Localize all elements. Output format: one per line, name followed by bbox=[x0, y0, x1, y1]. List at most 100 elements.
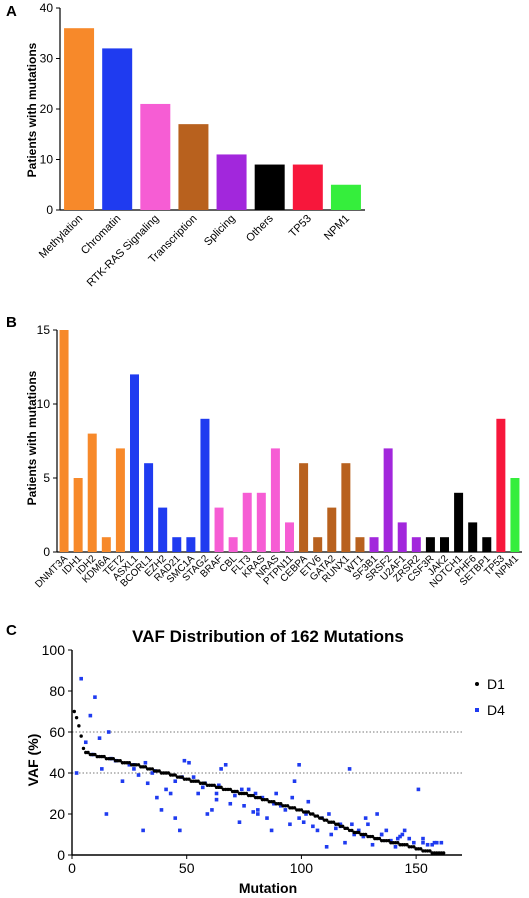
panel-c-d4-point bbox=[432, 840, 437, 845]
panel-c-x-axis-label: Mutation bbox=[239, 880, 297, 896]
panel-letter-c: C bbox=[6, 622, 17, 639]
panel-b-bar bbox=[59, 330, 69, 552]
panel-c-d1-point bbox=[93, 752, 97, 757]
panel-c-d4-point bbox=[132, 767, 136, 771]
panel-c-d1-point bbox=[412, 845, 416, 849]
panel-c-d1-point bbox=[377, 836, 382, 841]
panel-b-bar bbox=[411, 537, 421, 552]
panel-c-d1-point bbox=[187, 777, 191, 781]
panel-b-bar bbox=[158, 507, 168, 552]
panel-c-y-axis-label: VAF (%) bbox=[25, 734, 41, 787]
panel-c-d4-point bbox=[104, 812, 109, 816]
panel-c-d4-point bbox=[334, 826, 338, 831]
panel-a-bar bbox=[178, 124, 209, 210]
panel-c-d1-point bbox=[386, 838, 391, 843]
panel-a-bar bbox=[216, 154, 247, 210]
panel-c-chart: VAF Distribution of 162 Mutations Mutati… bbox=[25, 627, 505, 896]
panel-c-d4-point bbox=[430, 842, 434, 847]
panel-c-d4-point bbox=[370, 842, 375, 847]
panel-c-d4-point bbox=[400, 832, 405, 837]
panel-c-d4-point bbox=[278, 804, 283, 808]
panel-c-d4-point bbox=[83, 740, 88, 745]
panel-a-bar bbox=[140, 103, 171, 210]
panel-a-bar bbox=[254, 164, 285, 210]
panel-c-d4-point bbox=[217, 783, 221, 788]
panel-c-d4-point bbox=[338, 822, 343, 827]
panel-letter-a: A bbox=[6, 3, 17, 20]
panel-c-d4-point bbox=[324, 845, 329, 849]
panel-c-d1-point bbox=[102, 754, 106, 759]
panel-c-d4-point bbox=[93, 695, 97, 699]
panel-c-d4-point bbox=[233, 793, 237, 798]
panel-c-d1-point bbox=[228, 787, 232, 792]
panel-c-d1-point bbox=[341, 824, 345, 828]
panel-c-d4-point bbox=[155, 795, 159, 800]
panel-c-d1-point bbox=[150, 767, 154, 771]
panel-c-d4-point bbox=[205, 812, 210, 816]
panel-c-x-tick-label: 0 bbox=[68, 860, 76, 876]
panel-c-d1-point bbox=[219, 785, 223, 790]
panel-c-d4-point bbox=[145, 781, 150, 786]
panel-c-d4-point bbox=[253, 791, 258, 796]
panel-c-d4-point bbox=[272, 801, 276, 806]
panel-c-d4-point bbox=[210, 808, 214, 812]
panel-b-y-tick-label: 0 bbox=[43, 545, 50, 559]
panel-c-d4-point bbox=[297, 763, 301, 767]
panel-a-y-tick-label: 20 bbox=[40, 102, 54, 116]
panel-c-d4-point bbox=[288, 822, 292, 827]
panel-c-d1-point bbox=[235, 789, 239, 794]
panel-c-d4-point bbox=[395, 836, 400, 841]
panel-c-d4-point bbox=[315, 828, 320, 833]
panel-b-bar bbox=[510, 478, 520, 552]
panel-c-d1-point bbox=[77, 724, 81, 728]
panel-c-d4-point bbox=[246, 787, 251, 792]
panel-c-d4-point bbox=[182, 758, 187, 763]
panel-c-d4-point bbox=[187, 760, 191, 765]
panel-b-bar bbox=[73, 478, 83, 552]
panel-c-d4-point bbox=[173, 816, 178, 820]
panel-a-bar bbox=[64, 28, 95, 211]
panel-c-d1-point bbox=[111, 756, 115, 761]
panel-c-d4-point bbox=[384, 828, 389, 833]
panel-b-bar bbox=[214, 507, 224, 552]
panel-c-x-tick-label: 50 bbox=[179, 860, 195, 876]
panel-c-d4-point bbox=[347, 767, 352, 771]
panel-c-d4-point bbox=[214, 797, 219, 802]
panel-c-d1-point bbox=[74, 715, 79, 720]
panel-c-d1-point bbox=[143, 765, 148, 769]
panel-c-d4-point bbox=[375, 812, 379, 816]
panel-c-d4-point bbox=[306, 799, 311, 804]
panel-b-bar bbox=[200, 418, 210, 552]
panel-c-d4-point bbox=[237, 820, 242, 824]
panel-c-d4-point bbox=[361, 834, 366, 839]
panel-c-d4-point bbox=[196, 791, 200, 796]
panel-c-d1-point bbox=[345, 826, 349, 831]
panel-c-d4-point bbox=[329, 832, 334, 837]
panel-c-d4-point bbox=[106, 730, 111, 734]
panel-c-d4-point bbox=[407, 836, 412, 841]
panel-c-d4-point bbox=[214, 791, 219, 796]
panel-c-x-tick-label: 100 bbox=[290, 860, 314, 876]
panel-c-d4-point bbox=[350, 822, 354, 827]
panel-a-category-label: Others bbox=[244, 212, 276, 244]
panel-b-bar bbox=[186, 537, 196, 552]
panel-b-bar bbox=[355, 537, 365, 552]
panel-c-d4-point bbox=[159, 808, 164, 812]
panel-c-d4-point bbox=[402, 828, 407, 833]
panel-c-d1-point bbox=[166, 771, 171, 775]
panel-c-d1-point bbox=[331, 820, 336, 824]
panel-c-d1-point bbox=[428, 849, 432, 853]
panel-c-d4-point bbox=[304, 812, 308, 816]
panel-a-category-label: Methylation bbox=[37, 213, 85, 261]
panel-c-d1-point bbox=[324, 818, 329, 822]
panel-c-d4-point bbox=[393, 845, 398, 849]
panel-b-bar bbox=[115, 448, 125, 552]
panel-c-d1-point bbox=[336, 822, 340, 826]
panel-c-d4-point bbox=[88, 713, 93, 718]
panel-c-d4-point bbox=[219, 767, 223, 771]
panel-c-d4-point bbox=[439, 840, 444, 845]
panel-c-d1-point bbox=[306, 810, 310, 814]
panel-a-category-label: Splicing bbox=[202, 213, 238, 249]
panel-c-d1-point bbox=[320, 816, 324, 820]
panel-a-y-axis-label: Patients with mutations bbox=[25, 42, 39, 177]
